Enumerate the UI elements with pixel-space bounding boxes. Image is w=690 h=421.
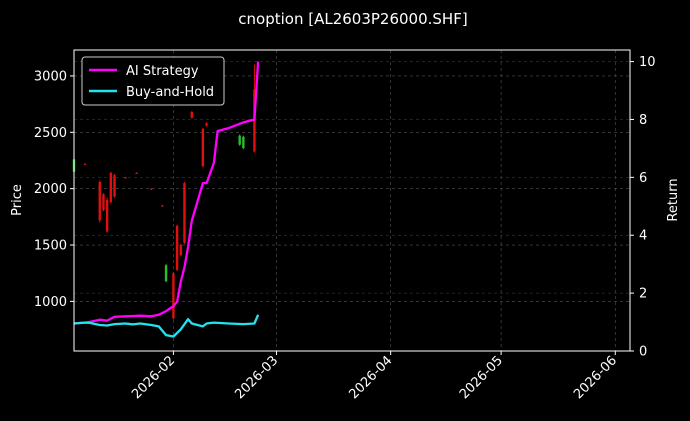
candle-body <box>150 188 153 190</box>
y2-tick-label: 6 <box>639 171 647 186</box>
legend-label-buy-and-hold: Buy-and-Hold <box>126 85 214 100</box>
y-axis-left: 1000 1500 2000 2500 3000 <box>34 69 74 310</box>
legend-box <box>81 56 225 106</box>
y-tick-label: 2000 <box>34 182 67 197</box>
y-axis-label: Price <box>10 184 25 216</box>
candle-body <box>135 172 138 174</box>
y2-tick-label: 2 <box>639 287 647 302</box>
candle-body <box>172 273 175 319</box>
chart-title: cnoption [AL2603P26000.SHF] <box>238 10 467 28</box>
candle-body <box>201 128 205 167</box>
candle-body <box>183 183 186 243</box>
y2-tick-label: 4 <box>639 229 647 244</box>
candle-body <box>242 136 245 149</box>
candle-body <box>161 205 164 207</box>
series-line-ai-strategy <box>73 61 260 325</box>
y2-tick-label: 8 <box>639 113 647 128</box>
candle-body <box>83 163 87 165</box>
y-tick-label: 3000 <box>34 69 67 84</box>
legend-label-ai-strategy: AI Strategy <box>126 64 199 79</box>
candle-body <box>113 175 116 197</box>
legend: AI Strategy Buy-and-Hold <box>81 56 225 106</box>
y-tick-label: 1000 <box>34 295 67 310</box>
y2-tick-label: 0 <box>639 345 647 360</box>
candle-body <box>98 181 101 221</box>
y-tick-label: 2500 <box>34 126 67 141</box>
candle-body <box>179 245 182 256</box>
y2-axis-label: Return <box>666 178 681 221</box>
plot-frame <box>73 49 631 352</box>
y-axis-right: 0 2 4 6 8 10 <box>630 55 656 360</box>
y-tick-label: 1500 <box>34 239 67 254</box>
y2-tick-label: 10 <box>639 55 656 70</box>
series-lines <box>73 61 260 338</box>
candle-body <box>105 199 109 232</box>
candle-body <box>164 265 168 282</box>
candle-body <box>238 135 241 145</box>
series-line-buy-and-hold <box>73 314 260 338</box>
candle-body <box>175 225 179 270</box>
candle-body <box>190 112 194 118</box>
candle-body <box>109 172 113 203</box>
candle-body <box>205 123 208 126</box>
candle-body <box>102 194 105 211</box>
candle-body <box>124 177 127 179</box>
